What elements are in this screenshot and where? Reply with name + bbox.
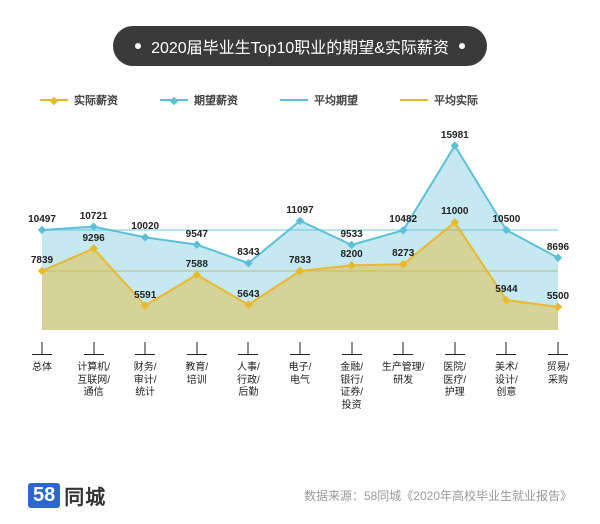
value-label-expected: 9547 [186, 229, 208, 240]
x-tick [506, 342, 507, 354]
x-tick [93, 342, 94, 354]
x-category-label: 计算机/互联网/通信 [77, 362, 110, 400]
value-label-expected: 8343 [237, 247, 259, 258]
x-category-label: 教育/培训 [185, 362, 208, 387]
legend-avg-actual-label: 平均实际 [434, 92, 478, 108]
legend: 实际薪资 期望薪资 平均期望 平均实际 [0, 66, 600, 112]
x-category-label: 美术/设计/创意 [495, 362, 518, 400]
value-label-expected: 10497 [28, 214, 56, 225]
legend-expected-label: 期望薪资 [194, 92, 238, 108]
x-category-label: 生产管理/研发 [382, 362, 425, 387]
x-tick-base [84, 354, 104, 355]
x-tick [248, 342, 249, 354]
x-tick-base [135, 354, 155, 355]
x-category-label: 电子/电气 [289, 362, 312, 387]
legend-expected: 期望薪资 [160, 92, 238, 108]
logo: 58 同城 [28, 481, 106, 510]
legend-avg-actual: 平均实际 [400, 92, 478, 108]
x-tick-base [393, 354, 413, 355]
x-tick-base [548, 354, 568, 355]
dot-left [135, 43, 141, 49]
x-tick-base [342, 354, 362, 355]
value-label-expected: 10482 [389, 214, 417, 225]
legend-avg-expected: 平均期望 [280, 92, 358, 108]
x-tick [558, 342, 559, 354]
legend-swatch-avg-actual [400, 99, 428, 101]
value-label-actual: 8273 [392, 248, 414, 259]
value-label-expected: 10020 [131, 221, 159, 232]
dot-right [459, 43, 465, 49]
legend-swatch-expected [160, 99, 188, 101]
x-tick [145, 342, 146, 354]
x-tick [300, 342, 301, 354]
data-source: 数据来源：58同城《2020年高校毕业生就业报告》 [304, 487, 572, 504]
value-label-actual: 5643 [237, 289, 259, 300]
value-label-expected: 8696 [547, 242, 569, 253]
x-category-label: 金融/银行/证券/投资 [340, 362, 363, 412]
x-tick-base [32, 354, 52, 355]
x-tick [42, 342, 43, 354]
x-category-label: 医院/医疗/护理 [443, 362, 466, 400]
value-label-expected: 11097 [286, 205, 313, 216]
x-tick [403, 342, 404, 354]
value-label-actual: 5944 [495, 284, 517, 295]
chart-title-pill: 2020届毕业生Top10职业的期望&实际薪资 [113, 26, 487, 66]
x-category-label: 财务/审计/统计 [134, 362, 157, 400]
footer: 58 同城 数据来源：58同城《2020年高校毕业生就业报告》 [0, 471, 600, 524]
legend-swatch-avg-expected [280, 99, 308, 101]
value-label-actual: 8200 [340, 249, 362, 260]
x-tick-base [290, 354, 310, 355]
logo-box: 58 [28, 483, 60, 508]
legend-avg-expected-label: 平均期望 [314, 92, 358, 108]
x-tick-base [445, 354, 465, 355]
x-category-label: 人事/行政/后勤 [237, 362, 260, 400]
legend-swatch-actual [40, 99, 68, 101]
chart-title: 2020届毕业生Top10职业的期望&实际薪资 [151, 34, 449, 58]
logo-text: 同城 [64, 481, 106, 510]
x-tick [351, 342, 352, 354]
x-tick-base [496, 354, 516, 355]
value-label-actual: 11000 [441, 206, 468, 217]
x-category-label: 总体 [32, 362, 52, 375]
value-label-expected: 15981 [441, 130, 469, 141]
x-category-label: 贸易/采购 [547, 362, 570, 387]
value-label-actual: 9296 [82, 233, 104, 244]
x-tick-base [187, 354, 207, 355]
x-tick [196, 342, 197, 354]
value-label-actual: 7833 [289, 255, 311, 266]
value-label-expected: 10500 [492, 214, 520, 225]
chart-area: 10497 10721 10020 9547 8343 11097 9533 10482 159… [30, 112, 570, 412]
legend-actual-label: 实际薪资 [74, 92, 118, 108]
x-tick-base [238, 354, 258, 355]
value-label-actual: 7588 [186, 259, 208, 270]
value-label-actual: 7839 [31, 255, 53, 266]
x-tick [454, 342, 455, 354]
legend-actual: 实际薪资 [40, 92, 118, 108]
value-label-actual: 5500 [547, 291, 569, 302]
value-label-expected: 10721 [80, 211, 108, 222]
value-label-expected: 9533 [340, 229, 362, 240]
value-label-actual: 5591 [134, 290, 156, 301]
